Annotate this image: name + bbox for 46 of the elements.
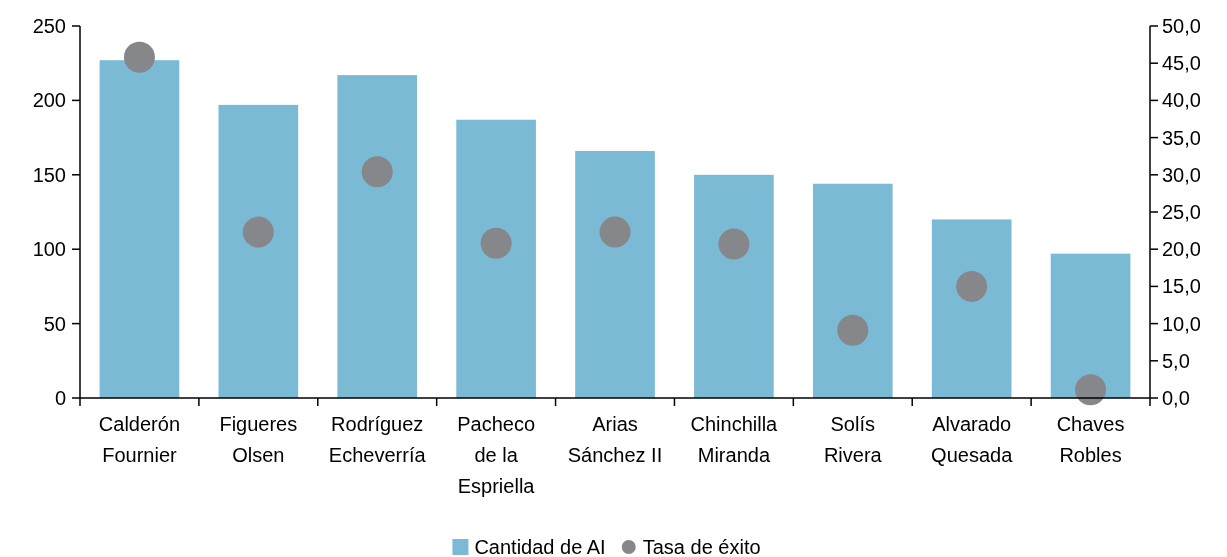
y2-tick-label: 15,0 [1162,275,1201,298]
y-tick-label: 50 [43,312,66,335]
point [718,228,750,260]
y-tick-label: 250 [32,15,66,37]
y2-tick-label: 25,0 [1162,201,1201,223]
x-tick-label: Arias Sánchez II [567,413,663,466]
bar [812,183,893,398]
bar [337,75,418,398]
y-tick-label: 0 [54,387,66,409]
bar [456,119,536,398]
bar [575,150,655,398]
legend-label: Cantidad de AI [474,536,606,557]
x-tick-label: Chinchilla Miranda [690,413,779,466]
bar [694,174,774,398]
y2-tick-label: 5,0 [1162,349,1190,372]
bar [931,219,1012,398]
y2-tick-label: 10,0 [1162,312,1201,335]
x-tick-label: Figueres Olsen [219,413,298,466]
point [480,227,512,259]
point [956,270,988,302]
y2-tick-label: 35,0 [1162,126,1201,149]
x-tick-label: Solís Rivera [823,413,883,466]
bar [1050,253,1131,398]
point [1075,374,1107,406]
y2-tick-label: 40,0 [1162,89,1201,112]
y-tick-label: 100 [32,238,66,261]
y2-tick-label: 20,0 [1162,238,1201,261]
bar [218,104,299,398]
y-tick-label: 200 [32,89,66,112]
y2-tick-label: 50,0 [1162,15,1201,37]
x-tick-label: Rodríguez Echeverría [328,413,427,466]
legend-label: Tasa de éxito [642,536,761,557]
x-tick-label: Chaves Robles [1056,413,1125,466]
y-tick-label: 150 [32,163,66,186]
y2-tick-label: 0,0 [1162,387,1190,409]
point [361,156,393,188]
point [123,41,155,73]
point [837,314,869,346]
point [242,216,274,248]
x-tick-label: Calderón Fournier [98,413,181,466]
point [599,216,631,248]
y2-tick-label: 45,0 [1162,52,1201,75]
x-tick-label: Pacheco de la Espriella [457,413,536,497]
x-tick-label: Alvarado Quesada [931,413,1014,466]
bar [99,60,180,398]
y2-tick-label: 30,0 [1162,163,1201,186]
